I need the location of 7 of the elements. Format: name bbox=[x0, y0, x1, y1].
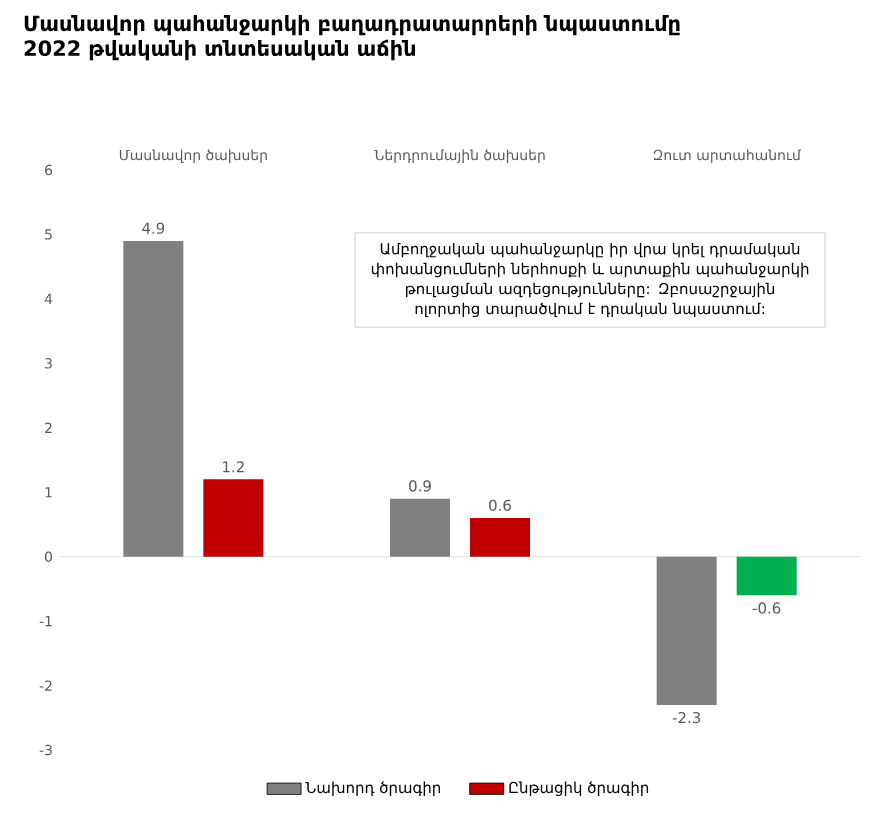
chart-title: Մասնավոր պահանջարկի բաղադրատարրերի նպաստումը 2022 թվականի տնտեսական աճին bbox=[24, 15, 680, 61]
bar bbox=[470, 518, 531, 557]
bar bbox=[390, 498, 451, 557]
bar bbox=[736, 556, 797, 596]
bar bbox=[123, 240, 184, 557]
bar bbox=[656, 556, 717, 705]
bar bbox=[203, 479, 264, 557]
